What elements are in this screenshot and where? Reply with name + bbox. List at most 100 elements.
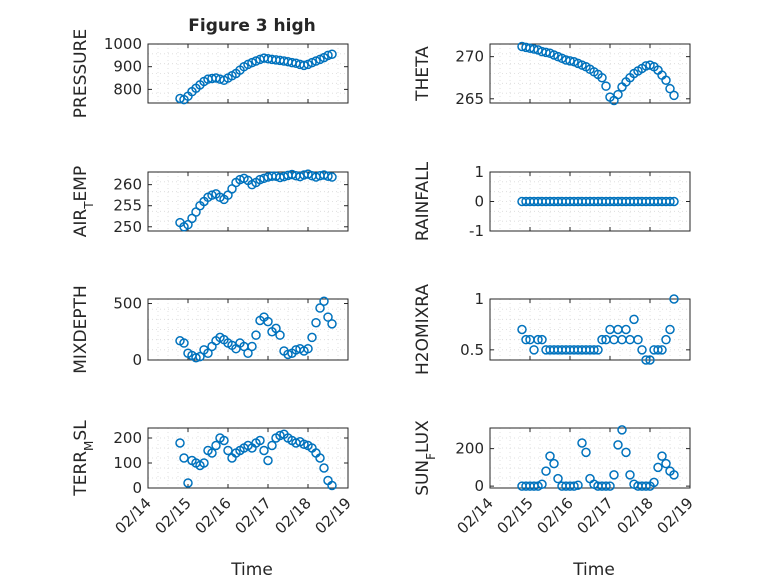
data-point [195, 351, 205, 362]
panel-pressure: 800 900 1000 PRESSURE [71, 29, 349, 118]
data-point [597, 334, 607, 345]
y-tick-label: 255 [113, 197, 142, 215]
data-point [263, 455, 273, 466]
panel-h2omixra: 0.5 1 H2OMIXRA [413, 284, 691, 375]
axes-box [147, 298, 349, 361]
y-tick-label: 0 [132, 479, 142, 497]
data-point [657, 345, 667, 355]
y-tick-label: 270 [455, 48, 484, 66]
data-point [323, 312, 333, 322]
data-point [517, 324, 527, 335]
data-point [605, 481, 615, 491]
y-tick-label: 500 [113, 295, 142, 313]
x-tick-label: 02/16 [534, 494, 577, 537]
x-tick-label: 02/14 [112, 494, 155, 537]
data-point [581, 447, 591, 458]
data-point [219, 435, 229, 446]
data-point [669, 470, 679, 480]
data-point [521, 334, 531, 345]
y-tick-label: 200 [113, 429, 142, 447]
data-point [315, 453, 325, 463]
data-point [669, 294, 679, 304]
y-tick-label: 0.5 [460, 341, 484, 359]
data-point [533, 334, 543, 345]
data-point [247, 341, 257, 352]
data-point [537, 334, 547, 345]
data-point [327, 319, 337, 329]
data-point [641, 481, 651, 491]
x-axis-label-left: Time [230, 560, 273, 580]
data-point [263, 316, 273, 327]
y-axis-label: AIRTEMP [71, 166, 96, 237]
axes-box [489, 43, 691, 104]
data-point [319, 296, 329, 307]
data-point [637, 345, 647, 355]
data-point [661, 75, 671, 85]
data-point [601, 481, 611, 491]
x-axis-label-right: Time [572, 560, 615, 580]
y-axis-label: THETA [413, 46, 433, 102]
data-point [569, 481, 579, 491]
y-tick-label: 1 [474, 163, 484, 181]
y-tick-label: 1000 [104, 35, 142, 53]
data-point [299, 439, 309, 449]
y-tick-label: 900 [113, 58, 142, 76]
data-point [203, 348, 213, 358]
data-point [621, 447, 631, 458]
data-point [653, 345, 663, 355]
data-point [625, 470, 635, 480]
data-point [549, 458, 559, 469]
y-tick-label: 0 [132, 351, 142, 369]
data-point [207, 448, 217, 458]
y-tick-label: -1 [469, 222, 484, 240]
data-point [609, 470, 619, 480]
y-tick-label: 265 [455, 90, 484, 108]
x-tick-label: 02/19 [654, 494, 697, 537]
x-tick-label: 02/17 [232, 494, 275, 537]
y-tick-label: 1 [474, 290, 484, 308]
y-axis-label: SUNFLUX [413, 420, 438, 496]
data-point [665, 196, 675, 207]
data-point [179, 338, 189, 348]
data-point [545, 451, 555, 461]
data-point [255, 435, 265, 446]
data-point [537, 479, 547, 489]
data-point [653, 462, 663, 473]
data-point [183, 478, 193, 488]
y-tick-label: 100 [113, 454, 142, 472]
y-tick-label: 0 [474, 477, 484, 495]
x-tick-label: 02/16 [192, 494, 235, 537]
data-point [311, 317, 321, 328]
data-point [573, 480, 583, 490]
y-axis-label: TERRMSL [71, 420, 96, 497]
data-point [645, 355, 655, 365]
data-point [199, 458, 209, 468]
data-point [669, 90, 679, 101]
data-point [303, 343, 313, 354]
data-point [553, 473, 563, 484]
data-point [271, 323, 281, 334]
y-tick-label: 250 [113, 218, 142, 236]
y-tick-label: 260 [113, 176, 142, 194]
data-point [661, 334, 671, 345]
y-axis-label: H2OMIXRA [413, 284, 433, 375]
data-point [323, 50, 333, 61]
data-point [593, 345, 603, 355]
axes-box [489, 298, 691, 361]
data-point [251, 330, 261, 340]
data-point [657, 451, 667, 461]
data-point [649, 477, 659, 488]
data-point [327, 172, 337, 182]
data-point [597, 72, 607, 83]
panel-air_temp: 250 255 260 AIRTEMP [71, 166, 349, 237]
y-axis-label: PRESSURE [71, 29, 91, 118]
panel-theta: 265 270 THETA [413, 41, 691, 108]
data-point [327, 49, 337, 59]
data-point [613, 89, 623, 100]
x-tick-label: 02/18 [614, 494, 657, 537]
data-point [577, 438, 587, 448]
data-point [621, 324, 631, 335]
